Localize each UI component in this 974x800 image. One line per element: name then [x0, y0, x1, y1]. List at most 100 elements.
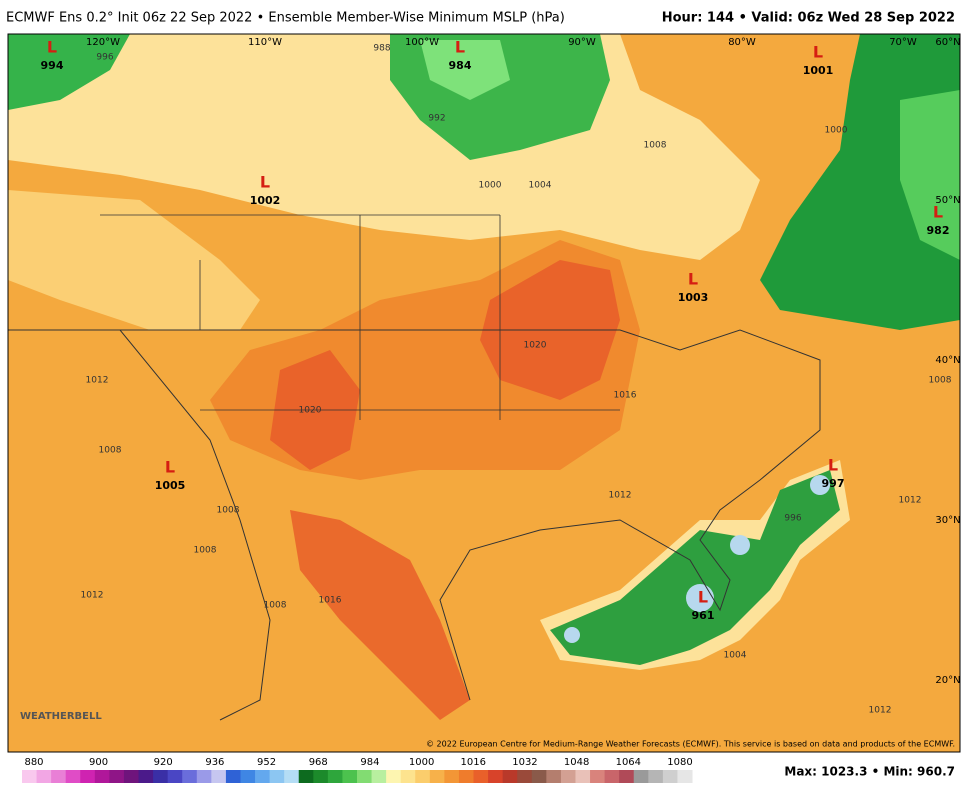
- contour-label: 1008: [99, 446, 122, 456]
- low-symbol: L: [688, 270, 698, 289]
- contour-label: 1016: [319, 596, 342, 606]
- graticule-label: 70°W: [889, 37, 917, 48]
- colorbar-cell: [284, 770, 300, 783]
- contour-label: 1012: [609, 491, 632, 501]
- colorbar-cell: [225, 770, 241, 783]
- contour-label: 1008: [194, 546, 217, 556]
- colorbar-label: 920: [154, 757, 173, 768]
- copyright: © 2022 European Centre for Medium-Range …: [426, 740, 955, 749]
- low-value: 1003: [678, 291, 709, 304]
- colorbar-cell: [415, 770, 431, 783]
- colorbar-label: 984: [360, 757, 379, 768]
- low-symbol: L: [698, 588, 708, 607]
- low-symbol: L: [933, 203, 943, 222]
- colorbar-cell: [488, 770, 504, 783]
- colorbar-cell: [153, 770, 169, 783]
- colorbar-cell: [662, 770, 678, 783]
- contour-label: 1012: [81, 591, 104, 601]
- low-value: 1002: [250, 194, 281, 207]
- graticule-label: 100°W: [405, 37, 439, 48]
- colorbar-cell: [604, 770, 620, 783]
- pale-region: [8, 190, 260, 330]
- low-core: [420, 40, 510, 100]
- low-value: 1001: [803, 64, 834, 77]
- graticule-label: 40°N: [935, 355, 960, 366]
- colorbar-cell: [444, 770, 460, 783]
- low-symbol: L: [455, 38, 465, 57]
- colorbar-cell: [51, 770, 67, 783]
- storm-core: [686, 584, 714, 612]
- graticule-label: 30°N: [935, 515, 960, 526]
- colorbar-cell: [211, 770, 227, 783]
- storm-core: [730, 535, 750, 555]
- colorbar-cell: [473, 770, 489, 783]
- map-frame: [7, 33, 961, 753]
- contour-label: 1020: [524, 341, 547, 351]
- graticule-label: 90°W: [568, 37, 596, 48]
- state-lines: [100, 214, 620, 420]
- low-core: [900, 90, 960, 260]
- border: [8, 329, 821, 701]
- colorbar-cell: [109, 770, 125, 783]
- colorbar-cell: [575, 770, 591, 783]
- contour-label: 992: [428, 114, 445, 124]
- colorbar-label: 968: [309, 757, 328, 768]
- colorbar-cell: [138, 770, 154, 783]
- colorbar-cell: [342, 770, 358, 783]
- storm-core: [810, 475, 830, 495]
- colorbar-label: 936: [205, 757, 224, 768]
- graticule-label: 110°W: [248, 37, 282, 48]
- contour-label: 1012: [86, 376, 109, 386]
- colorbar-cell: [546, 770, 562, 783]
- colorbar-cell: [357, 770, 373, 783]
- colorbar-cell: [240, 770, 256, 783]
- colorbar-cell: [123, 770, 140, 783]
- map: [7, 33, 961, 753]
- low-value: 997: [822, 477, 845, 490]
- low-value: 982: [927, 224, 950, 237]
- contour-label: 1008: [217, 506, 240, 516]
- colorbar-cell: [502, 770, 518, 783]
- colorbar-cell: [560, 770, 576, 783]
- colorbar-label: 1048: [564, 757, 589, 768]
- colorbar-cell: [386, 770, 402, 783]
- contour-label: 1004: [529, 181, 552, 191]
- colorbar-cell: [182, 770, 198, 783]
- colorbar-cell: [677, 770, 693, 783]
- colorbar-cell: [255, 770, 271, 783]
- colorbar-cell: [167, 770, 183, 783]
- contour-label: 1020: [299, 406, 322, 416]
- contour-label: 1000: [825, 126, 848, 136]
- contour-label: 1008: [929, 376, 952, 386]
- low-region: [8, 34, 130, 110]
- contour-label: 1004: [724, 651, 747, 661]
- colorbar-cell: [94, 770, 110, 783]
- colorbar-cell: [400, 770, 416, 783]
- colorbar-label: 1000: [409, 757, 434, 768]
- contour-label: 1008: [264, 601, 287, 611]
- contour-label: 988: [373, 44, 390, 54]
- low-value: 1005: [155, 479, 186, 492]
- colorbar-cell: [429, 770, 445, 783]
- colorbar-label: 900: [89, 757, 108, 768]
- colorbar-label: 1064: [616, 757, 641, 768]
- low-value: 984: [449, 59, 472, 72]
- storm-core: [564, 627, 580, 643]
- graticule-label: 20°N: [935, 675, 960, 686]
- low-symbol: L: [813, 43, 823, 62]
- colorbar-cell: [633, 770, 649, 783]
- logo: WEATHERBELL: [20, 711, 102, 722]
- contour-label: 1000: [479, 181, 502, 191]
- colorbar-cell: [298, 770, 314, 783]
- title: ECMWF Ens 0.2° Init 06z 22 Sep 2022 • En…: [6, 11, 565, 26]
- colorbar-cell: [269, 770, 285, 783]
- low-symbol: L: [47, 38, 57, 57]
- colorbar-cell: [313, 770, 329, 783]
- colorbar-label: 880: [24, 757, 43, 768]
- colorbar-cell: [517, 770, 533, 783]
- colorbar-label: 1016: [461, 757, 486, 768]
- colorbar-label: 1032: [512, 757, 537, 768]
- colorbar-cell: [531, 770, 547, 783]
- extremes: Max: 1023.3 • Min: 960.7: [784, 765, 955, 779]
- colorbar-cell: [22, 770, 38, 783]
